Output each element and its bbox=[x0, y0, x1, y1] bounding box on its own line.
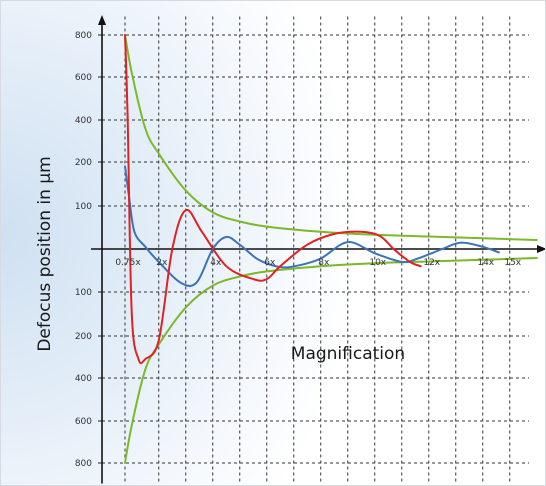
y-tick-label: 100 bbox=[75, 288, 92, 298]
x-tick-label: 10x bbox=[369, 258, 386, 268]
x-axis-title: Magnification bbox=[291, 344, 405, 364]
y-tick-label: 400 bbox=[75, 116, 92, 126]
x-tick-label: 15x bbox=[504, 258, 521, 268]
x-tick-label: 2x bbox=[156, 258, 168, 268]
y-tick-label: 800 bbox=[75, 459, 92, 469]
tick-labels: 800 600 400 200 100 100 200 400 600 800 0.75x 2x 4x 6… bbox=[75, 31, 522, 469]
y-tick-label: 600 bbox=[75, 417, 92, 427]
x-tick-label: 8x bbox=[318, 258, 330, 268]
x-tick-label: 14x bbox=[477, 258, 494, 268]
y-tick-label: 800 bbox=[75, 31, 92, 41]
y-tick-label: 100 bbox=[75, 202, 92, 212]
x-axis-arrow bbox=[537, 245, 545, 253]
y-tick-label: 600 bbox=[75, 73, 92, 83]
y-tick-label: 400 bbox=[75, 374, 92, 384]
y-tick-label: 200 bbox=[75, 332, 92, 342]
y-tick-label: 200 bbox=[75, 158, 92, 168]
blue-defocus-line bbox=[124, 165, 500, 287]
green-upper-limit-line bbox=[124, 34, 538, 241]
x-tick-label: 0.75x bbox=[115, 258, 141, 268]
y-axis-arrow bbox=[98, 15, 106, 25]
red-defocus-line bbox=[124, 34, 422, 365]
y-axis-title: Defocus position in µm bbox=[35, 156, 55, 351]
x-tick-label: 12x bbox=[423, 258, 440, 268]
axes bbox=[91, 15, 545, 484]
green-lower-limit-line bbox=[124, 257, 538, 464]
series-group bbox=[124, 34, 538, 464]
grid bbox=[102, 16, 529, 482]
x-tick-label: 6x bbox=[264, 258, 276, 268]
x-tick-label: 4x bbox=[210, 258, 222, 268]
